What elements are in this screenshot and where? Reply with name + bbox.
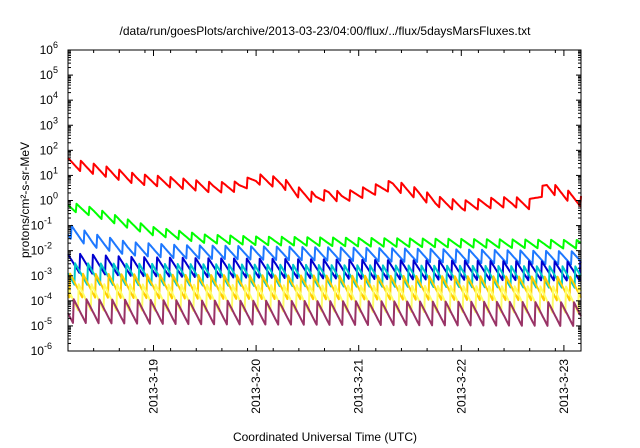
series-line bbox=[67, 202, 582, 250]
x-tick-label: 2013-3-20 bbox=[249, 359, 263, 414]
y-tick-exponent: -2 bbox=[44, 241, 52, 251]
series-line bbox=[67, 224, 582, 266]
y-tick-label: 10-4 bbox=[31, 291, 52, 308]
y-tick-exponent: 0 bbox=[53, 191, 58, 201]
y-axis: 10-610-510-410-310-210-11001011021031041… bbox=[31, 40, 581, 358]
y-tick-exponent: 5 bbox=[53, 65, 58, 75]
series-line bbox=[67, 272, 582, 302]
y-tick-label: 10-3 bbox=[31, 266, 52, 283]
y-tick-exponent: 2 bbox=[53, 140, 58, 150]
y-tick-label: 101 bbox=[40, 165, 58, 182]
y-tick-label: 10-6 bbox=[31, 341, 52, 358]
y-tick-exponent: -4 bbox=[44, 291, 52, 301]
y-tick-label: 100 bbox=[40, 191, 58, 208]
y-tick-label: 102 bbox=[40, 140, 58, 157]
y-tick-label: 106 bbox=[40, 40, 58, 57]
x-tick-label: 2013-3-21 bbox=[352, 359, 366, 414]
y-tick-label: 10-1 bbox=[31, 216, 52, 233]
y-tick-exponent: 4 bbox=[53, 90, 58, 100]
x-axis-label: Coordinated Universal Time (UTC) bbox=[233, 430, 417, 444]
y-tick-exponent: -5 bbox=[44, 316, 52, 326]
y-tick-exponent: 1 bbox=[53, 165, 58, 175]
y-axis-label: protons/cm²-s-sr-MeV bbox=[18, 142, 32, 258]
series-layer bbox=[67, 157, 582, 327]
series-line bbox=[67, 252, 582, 282]
x-tick-label: 2013-3-19 bbox=[147, 359, 161, 414]
y-tick-exponent: -6 bbox=[44, 341, 52, 351]
y-tick-exponent: 6 bbox=[53, 40, 58, 50]
x-tick-label: 2013-3-22 bbox=[454, 359, 468, 414]
x-axis: 2013-3-19 2013-3-20 2013-3-21 2013-3-22 2013… bbox=[67, 50, 582, 414]
y-tick-label: 10-5 bbox=[31, 316, 52, 333]
series-line bbox=[67, 157, 582, 212]
chart-title: /data/run/goesPlots/archive/2013-03-23/0… bbox=[120, 24, 532, 38]
y-tick-label: 10-2 bbox=[31, 241, 52, 258]
series-line bbox=[67, 298, 582, 327]
y-tick-label: 103 bbox=[40, 115, 58, 132]
y-tick-exponent: -3 bbox=[44, 266, 52, 276]
y-tick-exponent: -1 bbox=[44, 216, 52, 226]
x-tick-label: 2013-3-23 bbox=[557, 359, 571, 414]
y-tick-label: 104 bbox=[40, 90, 58, 107]
y-tick-label: 105 bbox=[40, 65, 58, 82]
series-line bbox=[67, 262, 582, 289]
y-tick-exponent: 3 bbox=[53, 115, 58, 125]
